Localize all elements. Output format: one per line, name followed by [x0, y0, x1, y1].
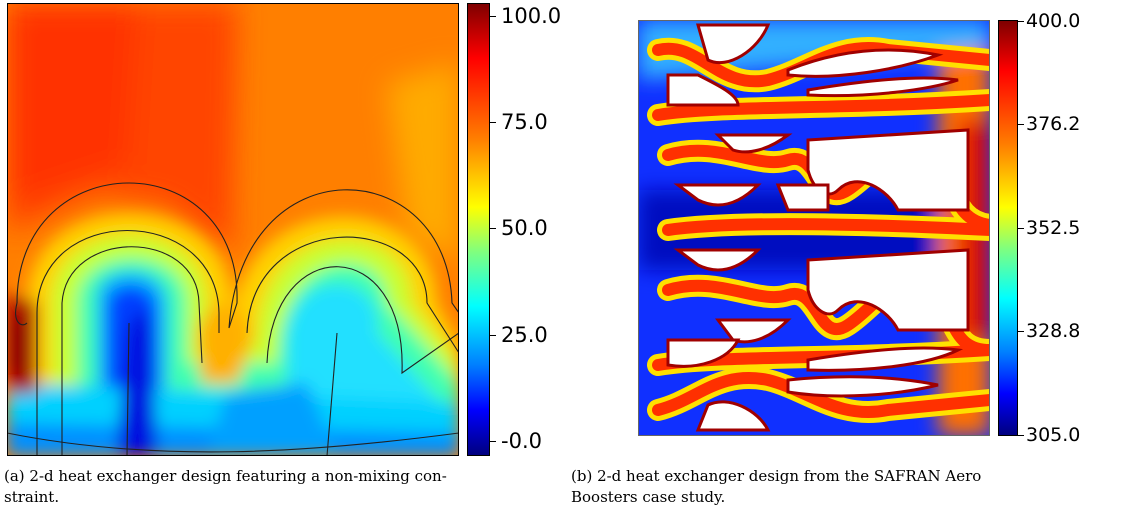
- colorbar-a-tick: [490, 335, 496, 336]
- figure-b-caption-line1: (b) 2-d heat exchanger design from the S…: [571, 467, 982, 485]
- colorbar-b-tick: [1018, 331, 1024, 332]
- temperature-field-plot-a: [7, 3, 459, 456]
- figure-a-caption: (a) 2-d heat exchanger design featuring …: [4, 466, 560, 508]
- colorbar-a-tick-label: 25.0: [501, 323, 548, 347]
- colorbar-b-tick-label: 352.5: [1026, 217, 1081, 239]
- colorbar-b: [998, 20, 1018, 436]
- figure-a-caption-line1: (a) 2-d heat exchanger design featuring …: [4, 467, 447, 485]
- colorbar-b-tick-label: 376.2: [1026, 113, 1081, 135]
- temperature-field-plot-b: [638, 20, 990, 436]
- figure-b-caption-line2: Boosters case study.: [571, 488, 726, 506]
- colorbar-a-tick-label: 50.0: [501, 216, 548, 240]
- colorbar-b-tick: [1018, 435, 1024, 436]
- figure-b: 400.0 376.2 352.5 328.8 305.0 (b) 2-d he…: [570, 0, 1143, 513]
- colorbar-b-tick-label: 400.0: [1026, 10, 1081, 32]
- figure-a: 100.0 75.0 50.0 25.0 -0.0 (a) 2-d heat e…: [0, 0, 562, 513]
- colorbar-a-tick-label: 75.0: [501, 110, 548, 134]
- colorbar-a: [467, 3, 490, 456]
- colorbar-b-tick-label: 305.0: [1026, 424, 1081, 446]
- colorbar-b-tick-label: 328.8: [1026, 320, 1081, 342]
- colorbar-a-tick: [490, 228, 496, 229]
- colorbar-b-tick: [1018, 21, 1024, 22]
- colorbar-a-tick: [490, 16, 496, 17]
- colorbar-b-tick: [1018, 228, 1024, 229]
- colorbar-a-tick-label: -0.0: [501, 429, 542, 453]
- colorbar-a-tick-label: 100.0: [501, 4, 562, 28]
- figure-a-caption-line2: straint.: [4, 488, 60, 506]
- colorbar-a-tick: [490, 122, 496, 123]
- figure-b-caption: (b) 2-d heat exchanger design from the S…: [571, 466, 1143, 508]
- colorbar-a-tick: [490, 441, 496, 442]
- colorbar-b-tick: [1018, 124, 1024, 125]
